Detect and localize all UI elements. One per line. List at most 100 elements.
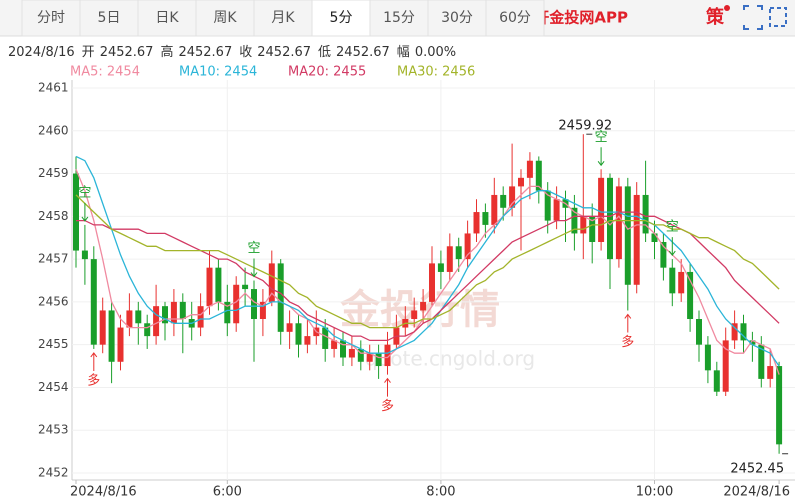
candle-body	[215, 267, 222, 302]
signal-label: 多	[381, 398, 394, 414]
candle-body	[348, 348, 355, 358]
signal-arrow	[81, 202, 89, 222]
candle-body	[767, 366, 774, 379]
legend-entry: MA20: 2455	[288, 65, 366, 80]
fullscreen-icon[interactable]	[743, 5, 763, 30]
tab-label[interactable]: 周K	[213, 10, 237, 26]
candle-body	[455, 246, 462, 260]
candle-body	[633, 194, 640, 285]
candle-body	[286, 323, 293, 332]
tab[interactable]	[253, 0, 313, 37]
signal-label: 多	[621, 334, 634, 350]
tab-label[interactable]: 月K	[271, 10, 295, 26]
signal-label: 空	[666, 220, 679, 235]
quote-line: 2024/8/16 开 2452.67 高 2452.67 收 2452.67 低 2452.6…	[8, 44, 456, 60]
candle-body	[375, 353, 382, 367]
candle-body	[731, 323, 738, 341]
candle-body	[651, 233, 658, 242]
candle-body	[126, 310, 133, 328]
candle-body	[598, 177, 605, 242]
candle-body	[615, 186, 622, 260]
signal-label: 空	[595, 130, 608, 145]
candle-body	[704, 344, 711, 371]
tab-label[interactable]: 5分	[330, 10, 353, 26]
candle-body	[544, 190, 551, 221]
strategy-button[interactable]: 策	[706, 6, 725, 28]
settings-icon[interactable]	[769, 7, 787, 27]
tab-label[interactable]: 5日	[98, 10, 121, 26]
ma-line	[75, 194, 780, 329]
candle-body	[197, 306, 204, 328]
y-tick-label: 2457	[38, 252, 69, 266]
extreme-label: 2452.45	[730, 461, 784, 476]
y-tick-label: 2458	[38, 209, 69, 223]
candle-body	[776, 366, 783, 445]
x-tick-label: 10:00	[636, 485, 673, 500]
tab[interactable]	[79, 0, 139, 37]
candle-body	[108, 310, 115, 362]
candle-body	[482, 212, 489, 225]
quote-value: 2452.67	[257, 45, 311, 60]
candle-body	[749, 340, 756, 345]
candle-body	[696, 319, 702, 345]
tab[interactable]	[195, 0, 255, 37]
candle-body	[135, 310, 142, 324]
candle-body	[233, 284, 240, 324]
candle-body	[304, 336, 311, 345]
tab-label[interactable]: 15分	[383, 10, 415, 26]
candle-body	[553, 199, 560, 221]
ma-line	[76, 211, 780, 342]
quote-label: 收	[239, 45, 252, 60]
tab-label[interactable]: 30分	[441, 10, 473, 26]
quote-value: 0.00%	[415, 45, 456, 60]
candle-body	[687, 271, 694, 319]
candle-body	[669, 267, 676, 294]
tab[interactable]	[427, 0, 487, 37]
candle-body	[642, 194, 649, 234]
candle-body	[491, 194, 498, 225]
legend-entry: MA30: 2456	[397, 65, 475, 80]
candle-body	[526, 160, 533, 178]
signal-label: 空	[78, 185, 91, 200]
candle-body	[259, 301, 266, 319]
candle-body	[464, 233, 471, 260]
candle-body	[446, 246, 453, 272]
tab[interactable]	[485, 0, 545, 37]
candle-body	[99, 310, 106, 345]
signal-arrow	[624, 313, 632, 333]
candle-body	[153, 306, 160, 337]
quote-date: 2024/8/16	[8, 45, 75, 60]
app-link[interactable]: 打开金投网APP	[519, 9, 628, 27]
candle-body	[81, 250, 88, 260]
tab-label[interactable]: 分时	[37, 10, 65, 26]
x-tick-label: 6:00	[213, 485, 242, 500]
candle-body	[162, 306, 168, 324]
candle-body	[224, 301, 231, 324]
x-tick-label: 2024/8/16	[723, 485, 790, 500]
candle-body	[340, 340, 346, 358]
candle-body	[295, 323, 302, 345]
signal-arrow	[384, 377, 391, 397]
quote-label: 高	[160, 44, 173, 60]
quote-label: 幅	[397, 45, 410, 60]
tab-active[interactable]	[311, 0, 371, 37]
signal-arrow	[597, 147, 605, 167]
strategy-dot	[724, 5, 730, 11]
candle-body	[170, 301, 177, 324]
quote-value: 2452.67	[336, 45, 390, 60]
ma-line	[75, 155, 780, 367]
x-tick-label: 8:00	[426, 485, 455, 500]
tab-label[interactable]: 60分	[499, 10, 531, 26]
y-tick-label: 2461	[38, 81, 69, 95]
legend-entry: MA10: 2454	[179, 65, 257, 80]
candle-body	[509, 186, 516, 208]
quote-value: 2452.67	[100, 45, 154, 60]
candle-body	[420, 301, 427, 311]
y-tick-label: 2453	[38, 423, 69, 437]
candle-body	[500, 194, 507, 208]
tab-label[interactable]: 日K	[155, 10, 179, 26]
signal-arrow	[250, 258, 258, 278]
candle-body	[179, 301, 186, 319]
quote-value: 2452.67	[178, 45, 232, 60]
